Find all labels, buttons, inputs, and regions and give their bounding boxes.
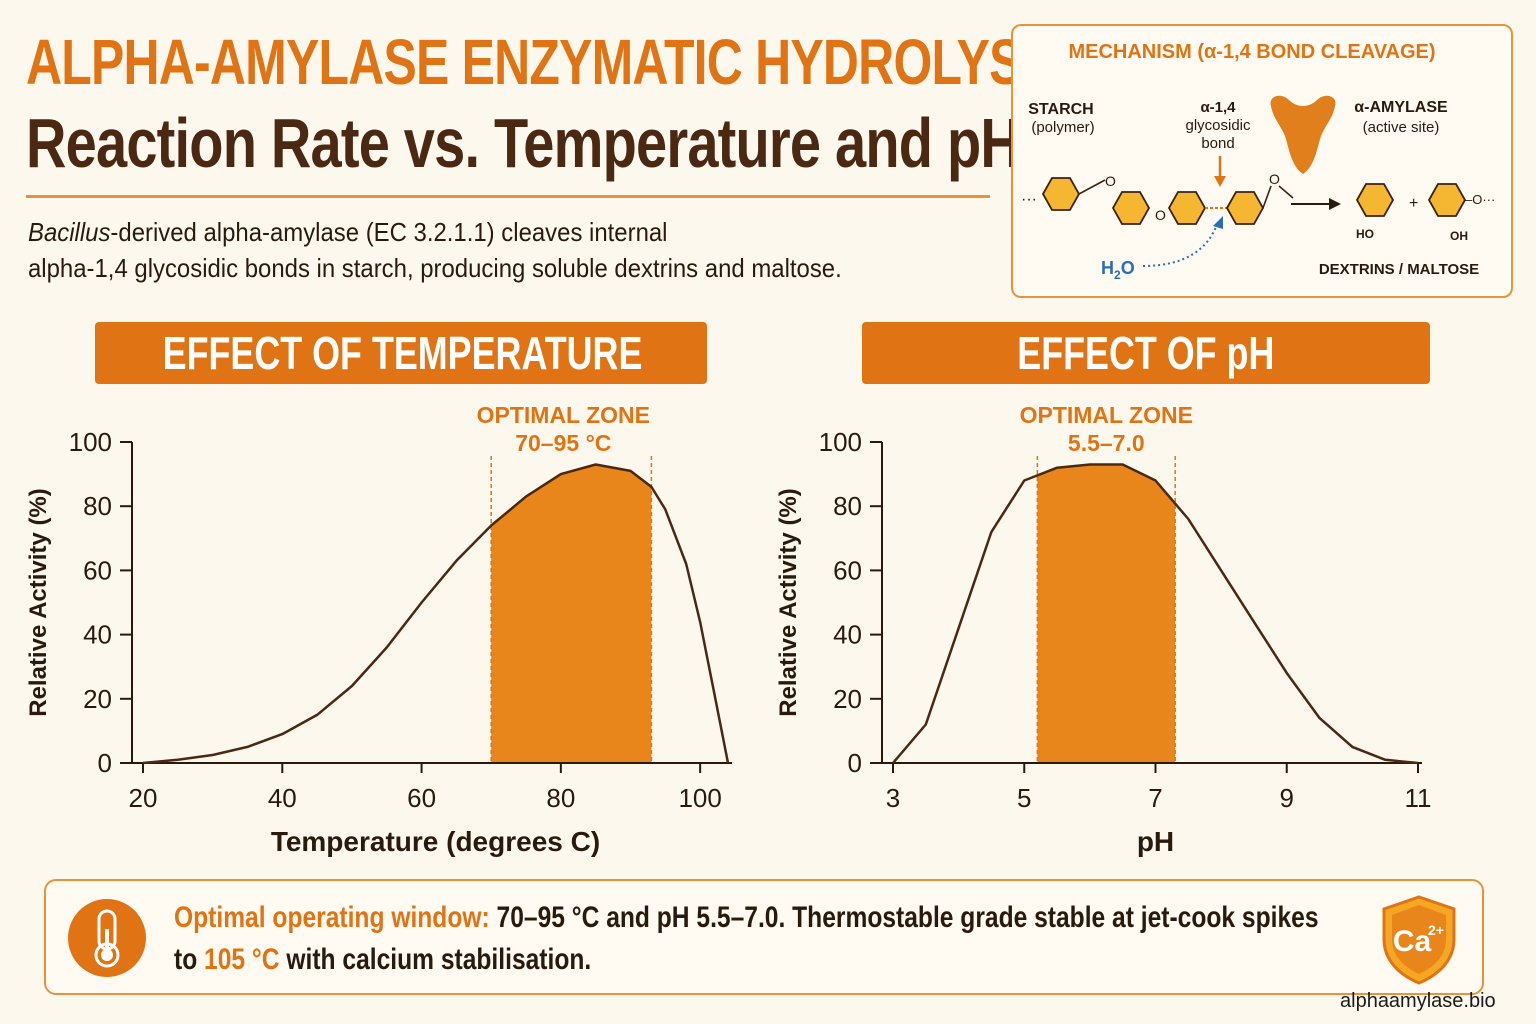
glucose-ring-3 — [1167, 191, 1207, 225]
glucose-ring-1 — [1041, 177, 1081, 211]
y-tick-label: 100 — [69, 427, 112, 457]
mechanism-panel: MECHANISM (α-1,4 BOND CLEAVAGE) STARCH (… — [1011, 24, 1513, 298]
water-h: H — [1101, 258, 1114, 278]
y-tick-label: 0 — [848, 748, 862, 778]
chain-bond — [1078, 179, 1106, 195]
ph-title: EFFECT OF pH — [1017, 327, 1275, 379]
x-tick-label: 100 — [678, 783, 721, 813]
reaction-arrow-head — [1329, 198, 1341, 210]
y-tick-label: 60 — [83, 555, 112, 585]
product-ring-1 — [1355, 183, 1395, 217]
x-tick-label: 5 — [1017, 783, 1031, 813]
intro-italic: Bacillus — [28, 217, 111, 247]
summary-box: Optimal operating window: 70–95 °C and p… — [44, 879, 1484, 995]
bond-label-1: α-1,4 — [1200, 99, 1236, 116]
thermometer-badge — [68, 899, 146, 977]
enzyme-label: α-AMYLASE — [1354, 99, 1448, 116]
y-tick-label: 20 — [83, 684, 112, 714]
x-tick-label: 20 — [129, 783, 158, 813]
y-tick-label: 40 — [83, 620, 112, 650]
glucose-ring-4 — [1225, 191, 1265, 225]
y-tick-label: 80 — [833, 491, 862, 521]
optimal-zone-range: 5.5–7.0 — [1068, 430, 1145, 456]
intro-line2: alpha-1,4 glycosidic bonds in starch, pr… — [28, 253, 842, 283]
enzyme-sub: (active site) — [1363, 119, 1440, 136]
x-tick-label: 9 — [1280, 783, 1294, 813]
x-axis-label: Temperature (degrees C) — [271, 826, 600, 857]
y-axis-label: Relative Activity (%) — [775, 488, 802, 717]
chain-ellipsis: ··· — [1021, 191, 1037, 208]
y-axis-label: Relative Activity (%) — [25, 488, 52, 717]
oxygen-label: O — [1105, 173, 1116, 189]
product-ring-2 — [1427, 183, 1467, 217]
page-title: ALPHA-AMYLASE ENZYMATIC HYDROLYSIS – — [26, 26, 1108, 98]
enzyme-icon — [1270, 95, 1336, 174]
summary-line2-post: with calcium stabilisation. — [279, 943, 592, 976]
starch-sub: (polymer) — [1031, 119, 1094, 136]
oxygen-label: O — [1155, 207, 1166, 223]
intro-line1: -derived alpha-amylase (EC 3.2.1.1) clea… — [110, 217, 668, 247]
calcium-shield-icon: Ca 2+ — [1382, 895, 1456, 985]
starch-label: STARCH — [1028, 101, 1093, 118]
products-label: DEXTRINS / MALTOSE — [1319, 261, 1479, 278]
chain-bond — [1262, 185, 1272, 209]
water-sub: 2 — [1114, 268, 1121, 282]
y-tick-label: 100 — [819, 427, 862, 457]
summary-line2-pre: to — [174, 943, 205, 976]
calcium-text: Ca — [1393, 925, 1432, 958]
x-tick-label: 80 — [546, 783, 575, 813]
summary-text: Optimal operating window: 70–95 °C and p… — [174, 897, 1319, 981]
activity-curve — [892, 463, 1419, 765]
x-axis-label: pH — [1137, 826, 1174, 857]
x-tick-label: 11 — [1405, 783, 1432, 813]
product-o: –O··· — [1465, 192, 1495, 207]
temperature-banner: EFFECT OF TEMPERATURE — [95, 322, 707, 384]
optimal-zone-fill — [491, 464, 652, 763]
optimal-zone-label: OPTIMAL ZONE — [477, 402, 650, 428]
water-path — [1142, 221, 1219, 267]
y-tick-label: 20 — [833, 684, 862, 714]
intro-text: Bacillus-derived alpha-amylase (EC 3.2.1… — [28, 214, 911, 286]
x-tick-label: 7 — [1148, 783, 1162, 813]
page-subtitle: Reaction Rate vs. Temperature and pH — [26, 104, 1021, 182]
temperature-title: EFFECT OF TEMPERATURE — [162, 327, 643, 379]
chain-bond — [1278, 185, 1294, 199]
y-tick-label: 80 — [83, 491, 112, 521]
plus-sign: + — [1409, 195, 1418, 212]
calcium-sup: 2+ — [1428, 922, 1444, 938]
mechanism-diagram: MECHANISM (α-1,4 BOND CLEAVAGE) STARCH (… — [1021, 41, 1495, 282]
mechanism-title: MECHANISM (α-1,4 BOND CLEAVAGE) — [1068, 41, 1435, 63]
water-arrow-head — [1213, 216, 1223, 229]
y-tick-label: 60 — [833, 555, 862, 585]
oh-label: OH — [1450, 229, 1468, 243]
optimal-zone-label: OPTIMAL ZONE — [1020, 402, 1193, 428]
activity-curve — [142, 463, 730, 765]
title-divider — [26, 195, 990, 198]
summary-line1: 70–95 °C and pH 5.5–7.0. Thermostable gr… — [489, 901, 1319, 934]
site-url[interactable]: alphaamylase.bio — [1340, 990, 1496, 1012]
optimal-zone-fill — [1037, 464, 1176, 763]
x-tick-label: 3 — [886, 783, 900, 813]
water-o: O — [1121, 258, 1135, 278]
ho-label: HO — [1356, 227, 1374, 241]
ph-banner: EFFECT OF pH — [862, 322, 1430, 384]
x-tick-label: 40 — [268, 783, 297, 813]
glucose-ring-2 — [1111, 191, 1151, 225]
bond-label-2: glycosidic — [1185, 117, 1251, 134]
x-tick-label: 60 — [407, 783, 436, 813]
optimal-zone-range: 70–95 °C — [515, 430, 611, 456]
y-tick-label: 40 — [833, 620, 862, 650]
thermometer-icon — [94, 909, 120, 968]
oxygen-label: O — [1269, 171, 1280, 187]
bond-arrow-head — [1214, 176, 1226, 187]
bond-label-3: bond — [1201, 135, 1234, 152]
y-tick-label: 0 — [98, 748, 112, 778]
summary-highlight: 105 °C — [204, 943, 280, 976]
summary-label: Optimal operating window: — [174, 901, 490, 934]
water-label: H2O — [1101, 258, 1135, 282]
